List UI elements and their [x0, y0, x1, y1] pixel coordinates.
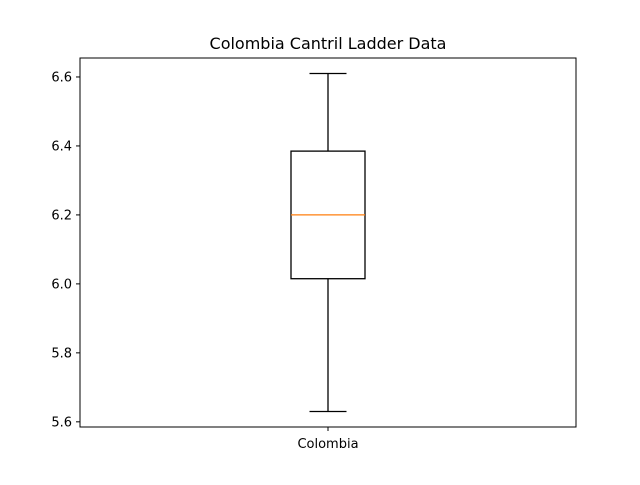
y-tick-label: 5.6 — [51, 415, 72, 430]
y-tick-label: 6.2 — [51, 208, 72, 223]
plot-marks — [290, 72, 366, 413]
axes: 5.6 5.8 6.0 6.2 6.4 6.6 Colombia — [51, 70, 358, 452]
chart-title: Colombia Cantril Ladder Data — [210, 34, 447, 53]
x-tick-label: Colombia — [297, 437, 358, 452]
y-tick-label: 6.6 — [51, 70, 72, 85]
y-tick-label: 6.0 — [51, 277, 72, 292]
y-tick-label: 6.4 — [51, 139, 72, 154]
y-tick-label: 5.8 — [51, 346, 72, 361]
